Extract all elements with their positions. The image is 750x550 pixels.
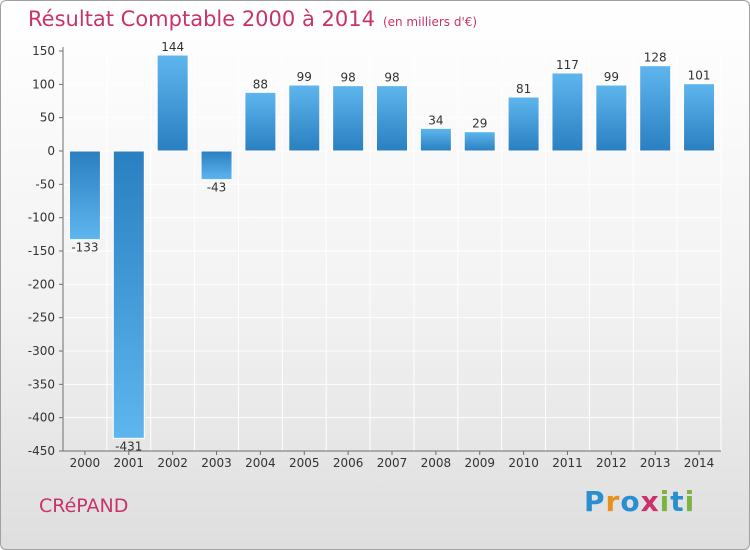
logo-letter: i <box>684 485 696 518</box>
bar <box>112 150 145 439</box>
data-label: 99 <box>604 70 619 84</box>
x-tick-label: 2007 <box>377 456 408 470</box>
data-label: 88 <box>253 77 268 91</box>
bar <box>595 84 628 152</box>
bar <box>376 85 408 152</box>
bar <box>551 72 584 152</box>
y-tick-label: 50 <box>40 111 55 125</box>
data-label: 99 <box>297 70 312 84</box>
logo-letter: o <box>620 485 641 518</box>
data-label: 128 <box>644 51 667 65</box>
logo-letter: i <box>659 485 671 518</box>
x-tick-label: 2009 <box>464 456 495 470</box>
y-tick-label: -100 <box>28 211 55 225</box>
y-tick-label: -250 <box>28 311 55 325</box>
commune-name: CRéPAND <box>39 495 129 517</box>
x-tick-label: 2008 <box>421 456 452 470</box>
chart-subtitle: (en milliers d'€) <box>382 15 478 29</box>
x-tick-label: 2010 <box>508 456 539 470</box>
bar <box>463 131 496 152</box>
bar <box>156 54 189 152</box>
y-tick-label: -400 <box>28 411 55 425</box>
chart-title-text: Résultat Comptable 2000 à 2014 <box>28 7 375 31</box>
data-label: 98 <box>340 71 355 85</box>
data-label: 34 <box>428 113 443 127</box>
y-tick-label: 150 <box>32 44 55 58</box>
data-label-layer: -133 -431 144 -43 88 99 98 98 34 29 81 117 99 128 101 <box>71 40 710 453</box>
y-tick-label: -350 <box>28 377 55 391</box>
axis-layer: 150 100 50 0 -50 -100 -150 -200 -250 -300 -350 -400… <box>28 44 721 470</box>
proxiti-logo: Proxiti <box>584 485 695 518</box>
bar <box>419 127 452 152</box>
x-tick-label: 2013 <box>640 456 671 470</box>
x-tick-label: 2006 <box>333 456 364 470</box>
logo-letter: x <box>640 485 660 518</box>
bar <box>683 83 716 152</box>
data-label: -43 <box>207 181 227 195</box>
data-label: 117 <box>556 58 579 72</box>
bar <box>332 85 365 152</box>
logo-letter: P <box>584 485 606 518</box>
data-label: 101 <box>688 69 711 83</box>
data-label: 98 <box>384 71 399 85</box>
bar <box>200 150 233 181</box>
y-tick-label: -200 <box>28 277 55 291</box>
y-tick-label: -450 <box>28 444 55 458</box>
y-tick-label: 0 <box>47 144 55 158</box>
chart-title: Résultat Comptable 2000 à 2014 (en millie… <box>28 7 477 31</box>
y-tick-label: 100 <box>32 77 55 91</box>
logo-letter: r <box>605 485 621 518</box>
data-label: 29 <box>472 117 487 131</box>
x-tick-label: 2000 <box>70 456 101 470</box>
bar <box>639 65 672 152</box>
x-tick-label: 2012 <box>596 456 627 470</box>
data-label: 144 <box>161 40 184 54</box>
y-tick-label: -300 <box>28 344 55 358</box>
data-label: 81 <box>516 82 531 96</box>
bar <box>244 91 277 152</box>
x-tick-label: 2004 <box>245 456 276 470</box>
bar <box>68 150 101 241</box>
bar-layer <box>68 54 716 439</box>
y-tick-label: -150 <box>28 244 55 258</box>
data-label: -133 <box>71 241 98 255</box>
x-tick-label: 2003 <box>201 456 232 470</box>
x-tick-label: 2014 <box>684 456 715 470</box>
x-tick-label: 2001 <box>114 456 145 470</box>
y-tick-label: -50 <box>35 177 55 191</box>
x-tick-label: 2005 <box>289 456 320 470</box>
bar <box>288 84 321 152</box>
bar <box>507 96 540 152</box>
x-tick-label: 2002 <box>157 456 188 470</box>
x-tick-label: 2011 <box>552 456 583 470</box>
data-label: -431 <box>115 439 142 453</box>
logo-letter: t <box>670 485 685 518</box>
